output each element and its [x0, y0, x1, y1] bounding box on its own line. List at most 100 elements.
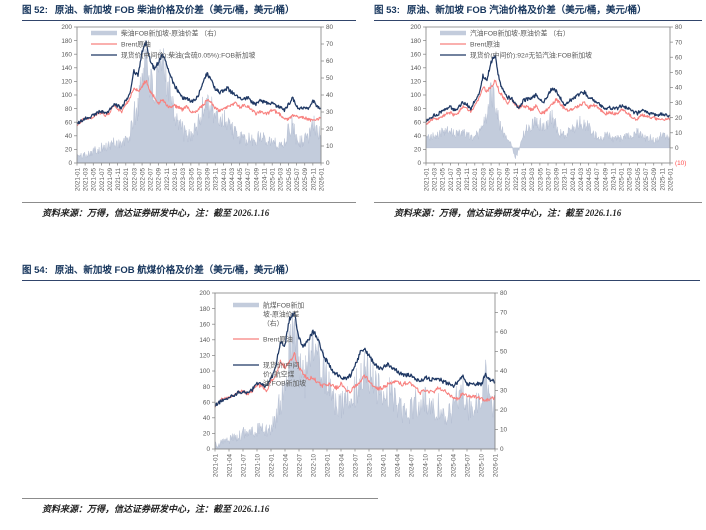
- title-divider: [374, 20, 702, 21]
- svg-text:2021-07: 2021-07: [448, 168, 455, 192]
- svg-text:2024-07: 2024-07: [594, 168, 601, 192]
- figure-52-diesel: 图 52: 原油、新加坡 FOB 柴油价格及价差（美元/桶，美元/桶） 0 20 40…: [8, 4, 356, 219]
- figure-54-title: 图 54: 原油、新加坡 FOB 航煤价格及价差（美元/桶，美元/桶）: [8, 264, 700, 277]
- jetfuel-price-spread-chart: 0 20 40 60 80 100 120 140 160 180 200 80 70 60 50 40 30 2…: [8, 283, 700, 497]
- svg-text:80: 80: [65, 106, 73, 113]
- svg-text:2024-09: 2024-09: [602, 168, 609, 192]
- svg-text:（右）: （右）: [263, 318, 283, 327]
- svg-text:20: 20: [500, 407, 508, 414]
- svg-text:2025-11: 2025-11: [310, 168, 317, 191]
- svg-text:10: 10: [326, 143, 334, 150]
- svg-text:2023-07: 2023-07: [352, 454, 359, 478]
- svg-text:2023-03: 2023-03: [529, 168, 536, 192]
- svg-text:60: 60: [65, 119, 73, 126]
- svg-text:Brent原油: Brent原油: [263, 334, 293, 343]
- svg-text:2022-09: 2022-09: [505, 168, 512, 192]
- svg-text:2025-05: 2025-05: [635, 168, 642, 192]
- svg-text:汽油FOB新加坡-原油价差 （右）: 汽油FOB新加坡-原油价差 （右）: [470, 28, 570, 37]
- svg-text:40: 40: [675, 85, 683, 92]
- svg-text:2026-01: 2026-01: [318, 168, 325, 192]
- figure-52-title: 图 52: 原油、新加坡 FOB 柴油价格及价差（美元/桶，美元/桶）: [8, 4, 356, 17]
- svg-text:200: 200: [410, 24, 421, 31]
- svg-text:160: 160: [199, 321, 210, 328]
- svg-text:2023-07: 2023-07: [196, 168, 203, 192]
- svg-text:2024-10: 2024-10: [422, 454, 429, 478]
- svg-text:2022-10: 2022-10: [310, 454, 317, 478]
- svg-text:2021-01: 2021-01: [74, 168, 81, 192]
- svg-text:Brent原油: Brent原油: [121, 39, 151, 48]
- svg-text:现货价(中间: 现货价(中间: [263, 360, 299, 369]
- svg-text:2024-03: 2024-03: [229, 168, 236, 192]
- svg-text:140: 140: [61, 65, 72, 72]
- svg-text:0: 0: [675, 145, 679, 152]
- svg-text:2021-09: 2021-09: [107, 168, 114, 192]
- svg-text:2026-01: 2026-01: [492, 454, 499, 478]
- svg-text:2023-10: 2023-10: [366, 454, 373, 478]
- svg-text:2021-03: 2021-03: [83, 168, 90, 192]
- svg-text:2025-01: 2025-01: [270, 168, 277, 192]
- svg-text:2022-07: 2022-07: [148, 168, 155, 192]
- title-divider: [22, 20, 356, 21]
- svg-text:Brent原油: Brent原油: [470, 39, 500, 48]
- title-divider: [22, 280, 700, 281]
- svg-text:30: 30: [675, 100, 683, 107]
- svg-text:100: 100: [410, 92, 421, 99]
- svg-text:0: 0: [417, 160, 421, 167]
- svg-text:2023-03: 2023-03: [180, 168, 187, 192]
- svg-text:20: 20: [65, 147, 73, 154]
- svg-text:2021-05: 2021-05: [91, 168, 98, 192]
- svg-text:2021-05: 2021-05: [440, 168, 447, 192]
- svg-text:80: 80: [414, 106, 422, 113]
- svg-text:2022-03: 2022-03: [131, 168, 138, 192]
- svg-text:120: 120: [61, 79, 72, 86]
- svg-text:2023-01: 2023-01: [521, 168, 528, 192]
- figure-53-title: 图 53: 原油、新加坡 FOB 汽油价格及价差（美元/桶，美元/桶）: [360, 4, 702, 17]
- svg-text:2022-01: 2022-01: [268, 454, 275, 478]
- source-date: 2026.1.16: [585, 208, 622, 218]
- svg-text:2025-05: 2025-05: [286, 168, 293, 192]
- svg-text:2026-01: 2026-01: [667, 168, 674, 192]
- svg-text:现货价(中间价):柴油(含硫0.05%):FOB新加坡: 现货价(中间价):柴油(含硫0.05%):FOB新加坡: [121, 50, 256, 59]
- gasoline-price-spread-chart: 0 20 40 60 80 100 120 140 160 180 200 80 70 60 50 40 30 2…: [360, 23, 702, 201]
- svg-text:140: 140: [410, 65, 421, 72]
- svg-text:现货价(中间价):92#无铅汽油:FOB新加坡: 现货价(中间价):92#无铅汽油:FOB新加坡: [470, 50, 592, 59]
- svg-text:2024-03: 2024-03: [578, 168, 585, 192]
- svg-text:2022-09: 2022-09: [156, 168, 163, 192]
- svg-text:2022-11: 2022-11: [164, 168, 171, 191]
- svg-text:70: 70: [326, 41, 334, 48]
- svg-text:10: 10: [675, 130, 683, 137]
- svg-text:2025-07: 2025-07: [464, 454, 471, 478]
- figure-54-title-text: 原油、新加坡 FOB 航煤价格及价差（美元/桶，美元/桶）: [54, 265, 295, 276]
- svg-text:2021-07: 2021-07: [240, 454, 247, 478]
- svg-text:160: 160: [61, 51, 72, 58]
- svg-text:2023-07: 2023-07: [545, 168, 552, 192]
- svg-text:2023-11: 2023-11: [213, 168, 220, 191]
- svg-text:2023-09: 2023-09: [554, 168, 561, 192]
- svg-text:60: 60: [675, 54, 683, 61]
- svg-text:2022-01: 2022-01: [123, 168, 130, 192]
- svg-text:2025-03: 2025-03: [278, 168, 285, 192]
- svg-text:20: 20: [203, 431, 211, 438]
- source-divider: [22, 202, 356, 203]
- svg-text:2024-05: 2024-05: [586, 168, 593, 192]
- svg-text:2023-04: 2023-04: [338, 454, 345, 478]
- figure-54-jetfuel: 图 54: 原油、新加坡 FOB 航煤价格及价差（美元/桶，美元/桶） 0 20 40…: [8, 264, 700, 515]
- svg-text:价):航空煤: 价):航空煤: [263, 369, 295, 378]
- svg-text:2024-07: 2024-07: [245, 168, 252, 192]
- svg-text:120: 120: [410, 79, 421, 86]
- svg-text:200: 200: [199, 290, 210, 297]
- svg-text:2022-11: 2022-11: [513, 168, 520, 191]
- svg-text:2022-01: 2022-01: [472, 168, 479, 192]
- svg-text:60: 60: [326, 58, 334, 65]
- svg-text:40: 40: [414, 133, 422, 140]
- svg-text:40: 40: [65, 133, 73, 140]
- figure-52-label: 图 52:: [22, 5, 48, 16]
- svg-text:2024-11: 2024-11: [610, 168, 617, 191]
- svg-text:坡-原油价差: 坡-原油价差: [263, 309, 299, 318]
- svg-text:20: 20: [675, 115, 683, 122]
- svg-text:2022-05: 2022-05: [139, 168, 146, 192]
- svg-text:2021-03: 2021-03: [432, 168, 439, 192]
- svg-text:2025-09: 2025-09: [302, 168, 309, 192]
- svg-text:2023-09: 2023-09: [205, 168, 212, 192]
